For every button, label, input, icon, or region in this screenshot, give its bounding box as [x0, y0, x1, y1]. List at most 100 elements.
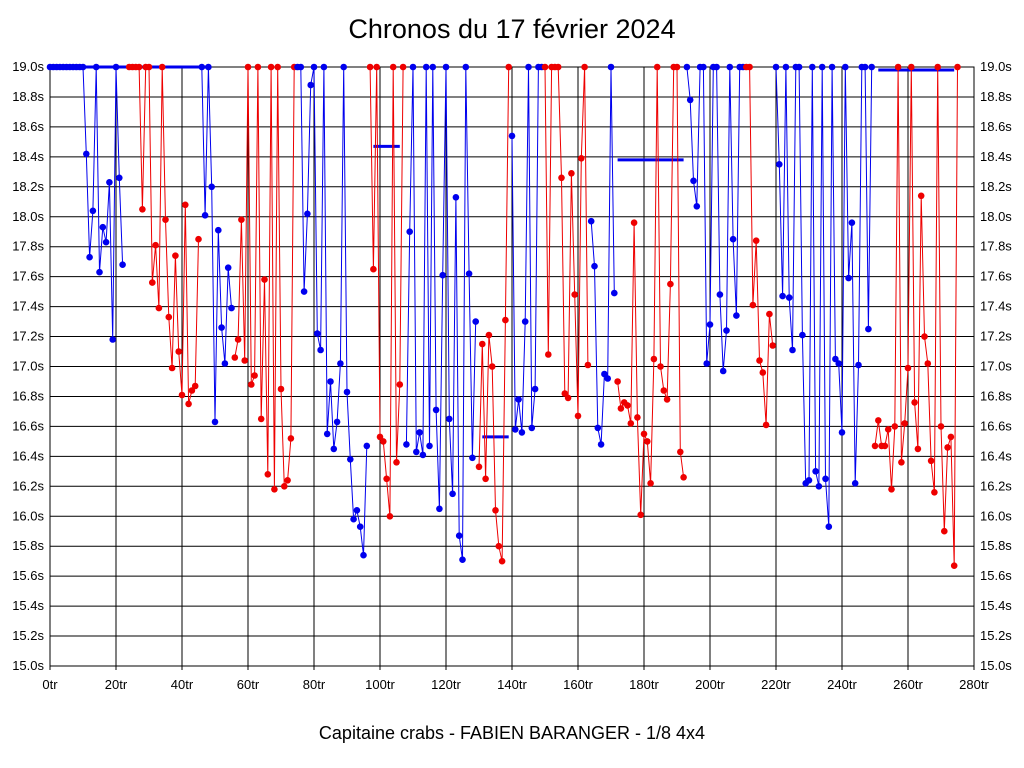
y-tick-label-left: 16.4s [12, 448, 44, 463]
lap-point [574, 412, 582, 420]
lap-point [799, 331, 806, 339]
x-tick-label: 220tr [761, 677, 791, 692]
lap-point [782, 63, 790, 71]
lap-point [528, 424, 536, 432]
y-tick-label-left: 18.0s [12, 209, 44, 224]
lap-point [541, 63, 549, 71]
lap-series-line [544, 66, 589, 416]
lap-point [86, 253, 93, 261]
lap-point [498, 557, 506, 565]
y-tick-label-right: 18.4s [980, 149, 1012, 164]
lap-point [898, 459, 905, 466]
y-tick-label-right: 15.6s [980, 568, 1012, 583]
lap-point [749, 301, 757, 309]
lap-point [221, 360, 229, 367]
lap-point [201, 212, 209, 219]
lap-point [261, 276, 268, 283]
y-tick-label-left: 16.8s [12, 388, 44, 403]
lap-point [779, 292, 786, 300]
y-tick-label-left: 18.4s [12, 149, 44, 164]
lap-point [277, 385, 285, 393]
lap-point [465, 270, 473, 278]
lap-point [706, 321, 714, 328]
lap-point [287, 435, 295, 442]
lap-point [627, 420, 635, 427]
lap-point [851, 480, 859, 487]
lap-series-line [297, 66, 368, 556]
x-tick-label: 240tr [827, 677, 857, 692]
x-tick-label: 0tr [42, 677, 58, 692]
lap-point [931, 489, 938, 496]
lap-point [812, 468, 819, 475]
axis-layer: 15.0s 15.0s 15.2s 15.2s 15.4s 15.4s 15.6s 15.6s… [12, 59, 1012, 692]
lap-point [884, 426, 892, 433]
lap-point [571, 291, 578, 298]
y-tick-label-left: 18.6s [12, 119, 44, 134]
lap-point [521, 318, 529, 325]
y-tick-label-left: 15.0s [12, 658, 44, 673]
lap-point [653, 63, 661, 71]
lap-point [901, 420, 908, 427]
lap-point [531, 385, 539, 393]
lap-point [198, 63, 206, 71]
x-tick-label: 120tr [431, 677, 461, 692]
lap-point [838, 429, 846, 436]
x-tick-label: 40tr [171, 677, 194, 692]
x-tick-label: 80tr [303, 677, 326, 692]
lap-point [581, 63, 588, 71]
lap-point [350, 515, 357, 523]
lap-point [703, 360, 710, 367]
x-tick-label: 140tr [497, 677, 527, 692]
lap-point [162, 216, 169, 223]
lap-point [518, 429, 526, 436]
lap-point [426, 442, 433, 450]
lap-point [822, 475, 829, 483]
y-tick-label-left: 17.6s [12, 269, 44, 284]
lap-point [330, 445, 338, 453]
lap-point [686, 96, 694, 104]
y-tick-label-left: 15.8s [12, 538, 44, 553]
lap-point [449, 490, 456, 498]
lap-point [495, 542, 503, 550]
y-tick-label-right: 18.6s [980, 119, 1012, 134]
lap-point [116, 174, 123, 182]
lap-point [106, 179, 113, 186]
y-tick-label-right: 18.0s [980, 209, 1012, 224]
lap-point [251, 372, 258, 379]
lap-point [568, 170, 575, 177]
lap-point [205, 63, 212, 71]
x-tick-label: 260tr [893, 677, 923, 692]
lap-point [776, 161, 783, 168]
lap-point [333, 418, 341, 426]
lap-series-line [478, 66, 510, 562]
lap-point [112, 63, 120, 71]
x-tick-label: 160tr [563, 677, 593, 692]
lap-point [611, 289, 618, 297]
y-tick-label-right: 16.4s [980, 448, 1012, 463]
lap-point [904, 364, 912, 372]
lap-point [667, 280, 674, 288]
lap-point [488, 363, 496, 370]
lap-point [911, 399, 918, 406]
lap-point [264, 471, 272, 478]
lap-series-line [686, 66, 743, 372]
y-tick-label-left: 16.2s [12, 478, 44, 493]
lap-point [815, 483, 823, 490]
lap-point [891, 423, 899, 430]
y-tick-label-right: 15.2s [980, 628, 1012, 643]
lap-point [485, 331, 493, 339]
lap-point [211, 418, 219, 426]
lap-point [363, 442, 371, 450]
lap-point [446, 415, 453, 423]
lap-point [756, 357, 763, 364]
lap-series-line [369, 66, 404, 517]
lap-point [422, 63, 430, 71]
y-tick-label-left: 16.6s [12, 418, 44, 433]
lap-point [429, 63, 437, 71]
y-tick-label-right: 16.8s [980, 388, 1012, 403]
lap-point [231, 354, 239, 361]
lap-series-line [201, 66, 232, 422]
x-tick-label: 60tr [237, 677, 260, 692]
lap-point [145, 63, 153, 71]
